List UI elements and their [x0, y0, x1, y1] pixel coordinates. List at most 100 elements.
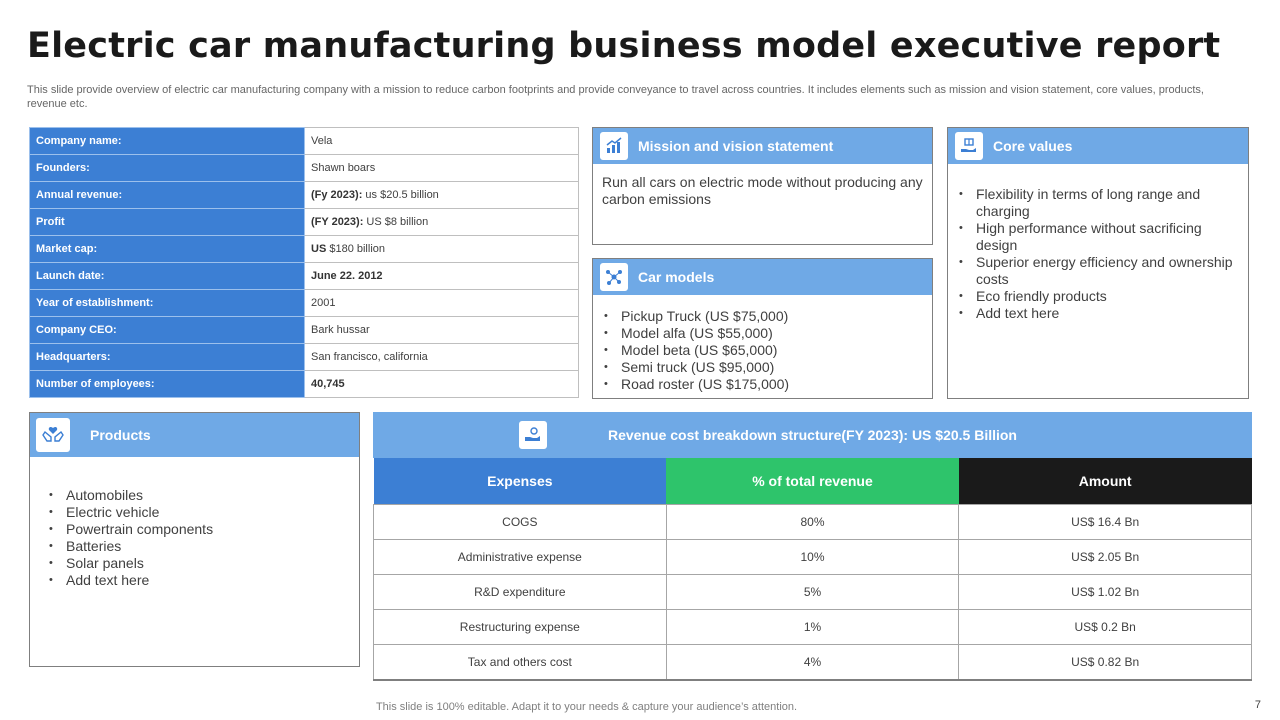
info-row: Company CEO: Bark hussar — [29, 316, 579, 344]
info-value-prefix: (Fy 2023): — [311, 189, 363, 201]
products-list: Automobiles Electric vehicle Powertrain … — [47, 487, 350, 589]
info-label: Annual revenue: — [29, 181, 305, 209]
info-label: Headquarters: — [29, 343, 305, 371]
car-models-heading: Car models — [638, 269, 715, 285]
hand-coins-icon — [519, 421, 547, 449]
list-item: Automobiles — [47, 487, 350, 504]
info-row: Founders: Shawn boars — [29, 154, 579, 182]
core-values-body: Flexibility in terms of long range and c… — [948, 164, 1248, 332]
list-item: Superior energy efficiency and ownership… — [957, 254, 1239, 288]
slide-title: Electric car manufacturing business mode… — [27, 26, 1221, 66]
mission-text: Run all cars on electric mode without pr… — [602, 174, 923, 207]
table-cell: US$ 0.2 Bn — [958, 609, 1252, 645]
info-value: 2001 — [304, 289, 579, 317]
info-row: Company name: Vela — [29, 127, 579, 155]
info-value-text: $180 billion — [326, 243, 385, 255]
info-value-prefix: US — [311, 243, 327, 255]
table-header-row: Expenses % of total revenue Amount — [373, 458, 1252, 505]
table-row: R&D expenditure 5% US$ 1.02 Bn — [373, 574, 1252, 610]
list-item: Electric vehicle — [47, 504, 350, 521]
slide-subtitle: This slide provide overview of electric … — [27, 84, 1204, 110]
info-row: Year of establishment: 2001 — [29, 289, 579, 317]
table-cell: US$ 0.82 Bn — [958, 644, 1252, 681]
car-models-list: Pickup Truck (US $75,000) Model alfa (US… — [602, 308, 923, 393]
table-cell: Restructuring expense — [373, 609, 667, 645]
info-value-prefix: (FY 2023): — [311, 216, 364, 228]
hand-gift-icon — [955, 132, 983, 160]
table-cell: 1% — [665, 609, 960, 645]
list-item: Add text here — [47, 572, 350, 589]
table-row: COGS 80% US$ 16.4 Bn — [373, 504, 1252, 540]
info-value-text: US $8 billion — [363, 216, 429, 228]
core-values-panel: Core values Flexibility in terms of long… — [947, 127, 1249, 399]
info-value-prefix: June 22. 2012 — [311, 270, 383, 282]
info-value: San francisco, california — [304, 343, 579, 371]
table-cell: COGS — [373, 504, 667, 540]
info-row: Market cap: US $180 billion — [29, 235, 579, 263]
car-models-panel-header: Car models — [593, 259, 932, 295]
revenue-header: Revenue cost breakdown structure(FY 2023… — [373, 412, 1252, 458]
info-value: US $180 billion — [304, 235, 579, 263]
list-item: Powertrain components — [47, 521, 350, 538]
table-cell: Tax and others cost — [373, 644, 667, 681]
info-value: (Fy 2023): us $20.5 billion — [304, 181, 579, 209]
products-panel-header: Products — [30, 413, 359, 457]
table-cell: 80% — [665, 504, 960, 540]
info-value-text: us $20.5 billion — [362, 189, 439, 201]
mission-panel: Mission and vision statement Run all car… — [592, 127, 933, 245]
info-label: Year of establishment: — [29, 289, 305, 317]
info-row: Annual revenue: (Fy 2023): us $20.5 bill… — [29, 181, 579, 209]
table-cell: Administrative expense — [373, 539, 667, 575]
revenue-breakdown: Revenue cost breakdown structure(FY 2023… — [373, 412, 1252, 681]
info-label: Company CEO: — [29, 316, 305, 344]
revenue-heading: Revenue cost breakdown structure(FY 2023… — [608, 427, 1017, 443]
footer-note: This slide is 100% editable. Adapt it to… — [375, 701, 798, 713]
info-label: Launch date: — [29, 262, 305, 290]
mission-heading: Mission and vision statement — [638, 138, 834, 154]
list-item: Solar panels — [47, 555, 350, 572]
info-value: Vela — [304, 127, 579, 155]
info-value: Shawn boars — [304, 154, 579, 182]
info-row: Profit (FY 2023): US $8 billion — [29, 208, 579, 236]
list-item: Road roster (US $175,000) — [602, 376, 923, 393]
list-item: Semi truck (US $95,000) — [602, 359, 923, 376]
table-cell: US$ 16.4 Bn — [958, 504, 1252, 540]
info-value: (FY 2023): US $8 billion — [304, 208, 579, 236]
table-cell: 10% — [665, 539, 960, 575]
list-item: High performance without sacrificing des… — [957, 220, 1239, 254]
info-label: Founders: — [29, 154, 305, 182]
page-number: 7 — [1254, 699, 1261, 711]
list-item: Add text here — [957, 305, 1239, 322]
info-label: Market cap: — [29, 235, 305, 263]
table-cell: R&D expenditure — [373, 574, 667, 610]
table-row: Tax and others cost 4% US$ 0.82 Bn — [373, 644, 1252, 681]
list-item: Flexibility in terms of long range and c… — [957, 186, 1239, 220]
chart-growth-icon — [600, 132, 628, 160]
revenue-table: Expenses % of total revenue Amount COGS … — [373, 458, 1252, 681]
table-cell: 4% — [665, 644, 960, 681]
info-value-prefix: 40,745 — [311, 378, 345, 390]
info-row: Headquarters: San francisco, california — [29, 343, 579, 371]
info-row: Number of employees: 40,745 — [29, 370, 579, 398]
column-header-amount: Amount — [958, 458, 1252, 505]
company-info-table: Company name: Vela Founders: Shawn boars… — [29, 127, 579, 398]
info-value: 40,745 — [304, 370, 579, 398]
info-row: Launch date: June 22. 2012 — [29, 262, 579, 290]
column-header-percent: % of total revenue — [666, 458, 959, 505]
products-heading: Products — [90, 427, 151, 443]
info-label: Number of employees: — [29, 370, 305, 398]
info-value: June 22. 2012 — [304, 262, 579, 290]
list-item: Batteries — [47, 538, 350, 555]
products-panel: Products Automobiles Electric vehicle Po… — [29, 412, 360, 667]
network-nodes-icon — [600, 263, 628, 291]
list-item: Pickup Truck (US $75,000) — [602, 308, 923, 325]
info-value: Bark hussar — [304, 316, 579, 344]
table-row: Administrative expense 10% US$ 2.05 Bn — [373, 539, 1252, 575]
column-header-expenses: Expenses — [373, 458, 667, 505]
table-cell: US$ 1.02 Bn — [958, 574, 1252, 610]
mission-panel-header: Mission and vision statement — [593, 128, 932, 164]
hands-care-icon — [36, 418, 70, 452]
info-label: Company name: — [29, 127, 305, 155]
core-values-list: Flexibility in terms of long range and c… — [957, 186, 1239, 322]
car-models-panel: Car models Pickup Truck (US $75,000) Mod… — [592, 258, 933, 399]
